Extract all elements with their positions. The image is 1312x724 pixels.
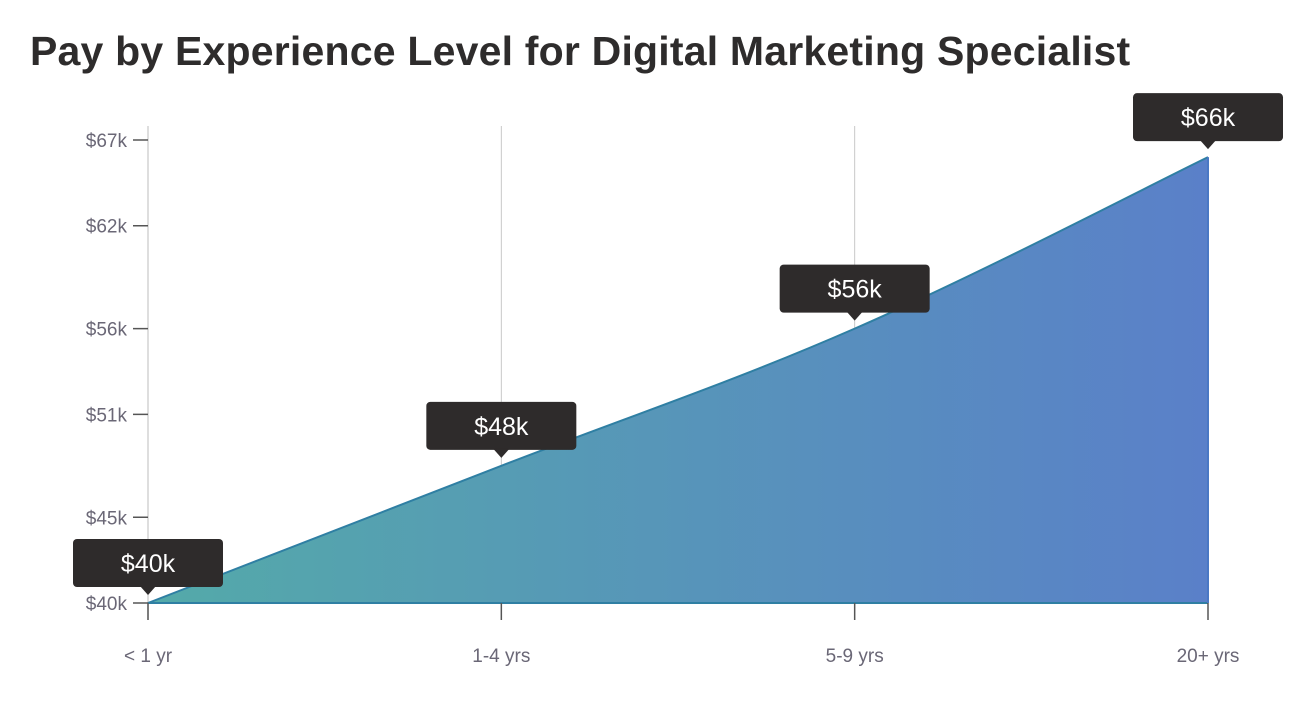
y-tick-label: $67k	[86, 131, 128, 152]
chart-title: Pay by Experience Level for Digital Mark…	[30, 28, 1131, 74]
data-label-pointer	[1200, 140, 1216, 150]
x-tick-label: 1-4 yrs	[472, 646, 530, 667]
y-tick-label: $62k	[86, 217, 128, 238]
data-label-box	[426, 401, 577, 450]
y-tick-label: $45k	[86, 508, 128, 529]
data-label: $40k	[121, 550, 176, 578]
x-tick-label: < 1 yr	[124, 646, 173, 667]
data-label-box	[73, 539, 223, 587]
x-tick-label: 20+ yrs	[1177, 646, 1240, 667]
data-label: $56k	[828, 276, 883, 304]
series-line	[147, 156, 1209, 604]
data-label-box	[1133, 93, 1283, 142]
x-tick-label: 5-9 yrs	[826, 646, 884, 667]
data-label: $66k	[1181, 104, 1236, 132]
data-label: $48k	[474, 413, 529, 441]
data-label-pointer	[846, 311, 863, 321]
y-tick-label: $51k	[86, 405, 128, 426]
data-label-pointer	[140, 586, 156, 595]
data-label-box	[779, 264, 930, 313]
data-label-pointer	[493, 448, 510, 458]
y-tick-label: $56k	[86, 320, 128, 341]
y-tick-label: $40k	[86, 594, 128, 615]
area-fill	[148, 157, 1208, 604]
